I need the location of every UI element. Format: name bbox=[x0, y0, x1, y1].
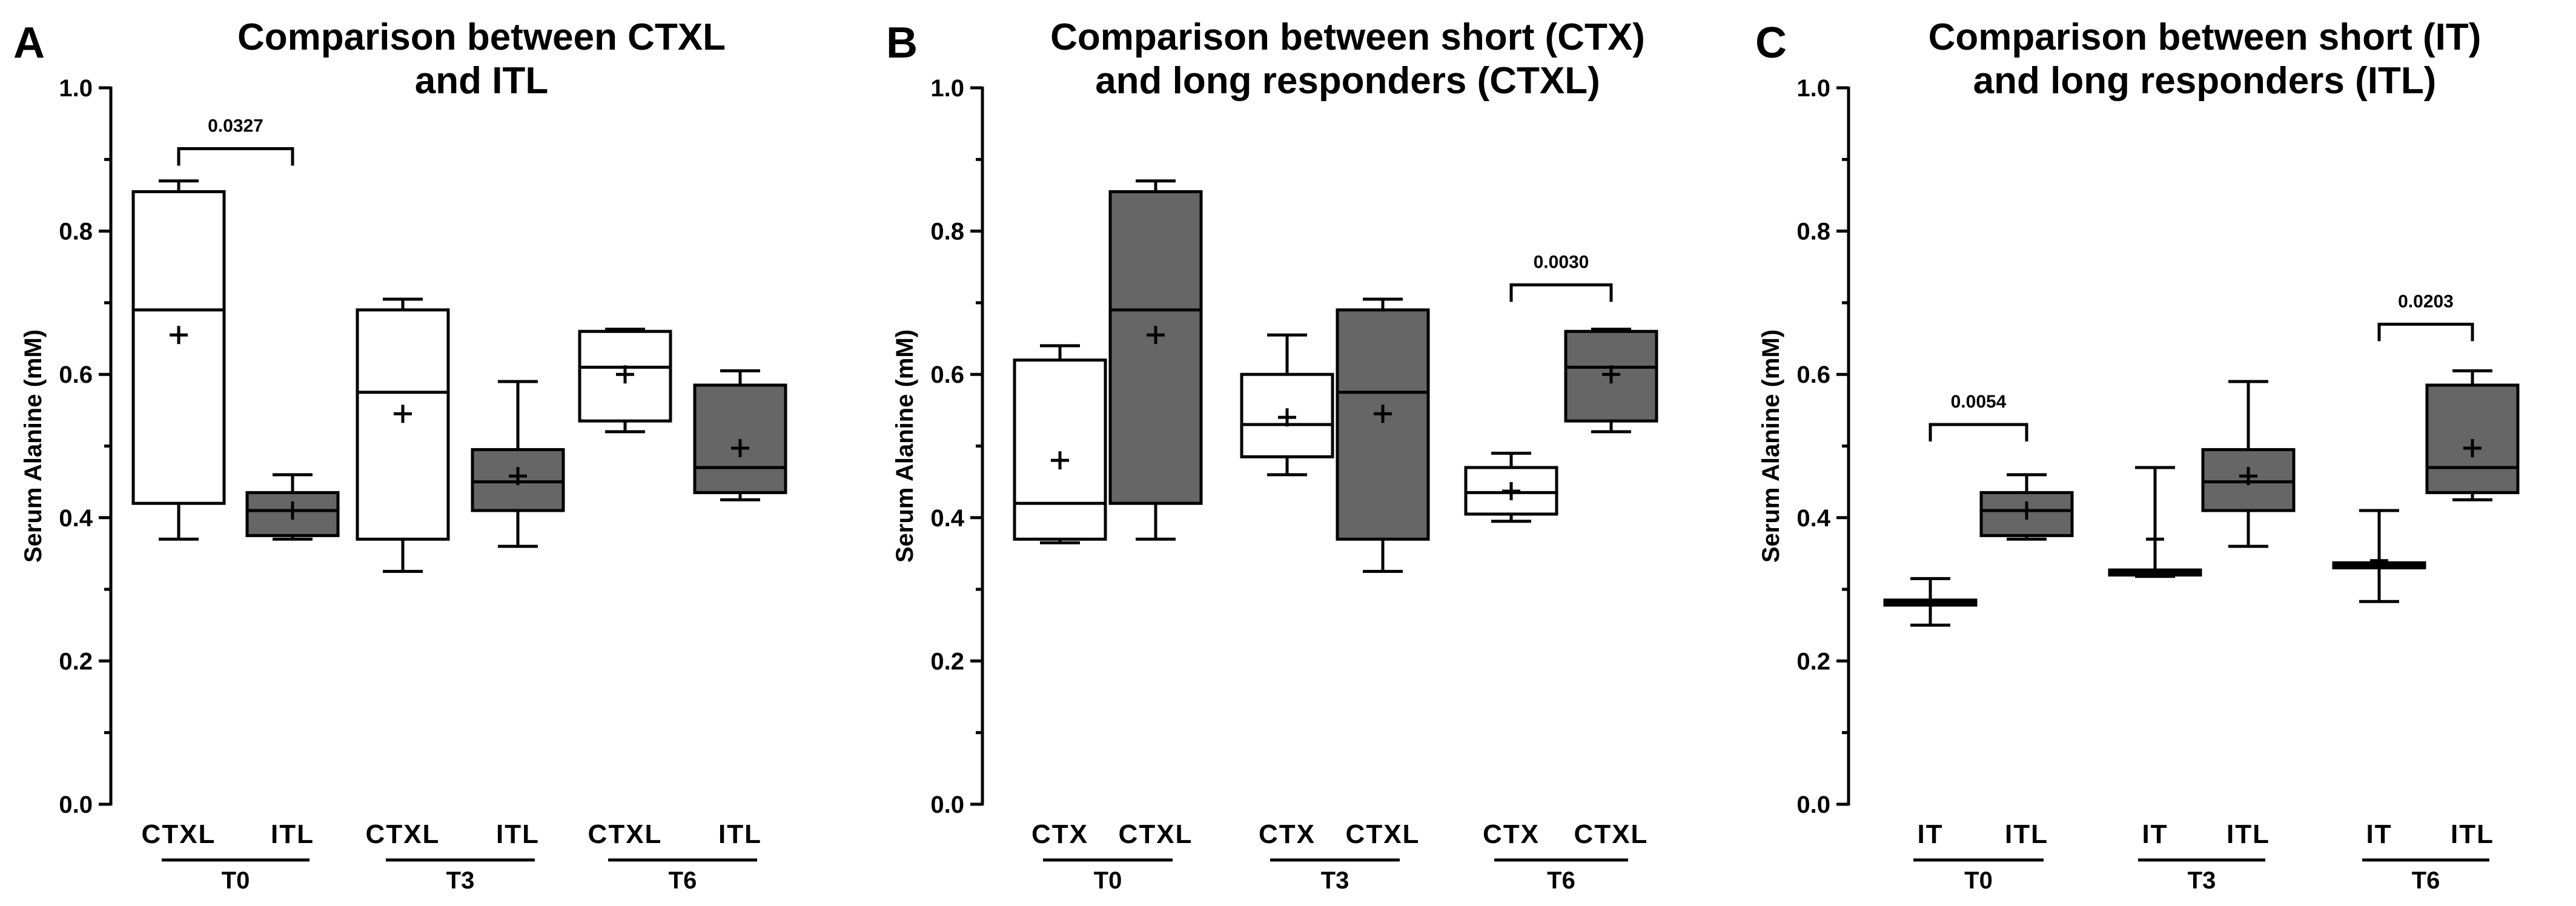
y-tick-label: 1.0 bbox=[930, 75, 964, 102]
y-tick-label: 0.2 bbox=[930, 648, 964, 675]
box-ctxl bbox=[131, 190, 226, 505]
x-category-label: ITL bbox=[496, 819, 540, 849]
x-category-label: CTXL bbox=[1574, 819, 1649, 849]
y-tick-label: 0.4 bbox=[930, 505, 964, 532]
chart-title-line: Comparison between short (IT) bbox=[1929, 16, 2482, 58]
group-label: T0 bbox=[1094, 867, 1122, 894]
p-value-label: 0.0203 bbox=[2398, 291, 2454, 311]
y-tick-label: 0.0 bbox=[59, 792, 93, 818]
chart-title-line: Comparison between CTXL bbox=[237, 16, 726, 58]
chart-title-line: Comparison between short (CTX) bbox=[1050, 16, 1645, 58]
x-category-label: ITL bbox=[718, 819, 762, 849]
x-category-label: CTXL bbox=[142, 819, 216, 849]
group-label: T0 bbox=[222, 867, 250, 894]
group-label: T3 bbox=[1321, 867, 1349, 894]
y-tick-label: 0.8 bbox=[1796, 219, 1830, 245]
y-tick-label: 0.8 bbox=[59, 219, 93, 245]
p-value-label: 0.0054 bbox=[1951, 392, 2007, 412]
y-axis-label: Serum Alanine (mM) bbox=[892, 329, 918, 563]
x-category-label: CTXL bbox=[1346, 819, 1420, 849]
y-axis-label: Serum Alanine (mM) bbox=[20, 329, 47, 563]
x-category-label: ITL bbox=[2451, 819, 2494, 849]
x-category-label: CTXL bbox=[366, 819, 440, 849]
y-tick-label: 1.0 bbox=[59, 75, 93, 102]
box-ctxl bbox=[1336, 308, 1430, 541]
y-tick-label: 0.2 bbox=[59, 648, 93, 675]
panel-label: C bbox=[1755, 19, 1787, 67]
x-category-label: CTX bbox=[1031, 819, 1088, 849]
y-tick-label: 0.0 bbox=[1796, 792, 1830, 818]
significance-bracket bbox=[177, 147, 294, 166]
group-label: T6 bbox=[2412, 867, 2440, 894]
y-tick-label: 0.8 bbox=[930, 219, 964, 245]
y-tick-label: 0.4 bbox=[59, 505, 93, 532]
box-ctxl bbox=[1108, 190, 1203, 505]
box-itl bbox=[693, 383, 787, 494]
x-category-label: ITL bbox=[2005, 819, 2048, 849]
chart-title-line: and long responders (ITL) bbox=[1973, 60, 2437, 102]
group-label: T6 bbox=[1547, 867, 1575, 894]
significance-bracket bbox=[1929, 423, 2028, 442]
y-tick-label: 1.0 bbox=[1796, 75, 1830, 102]
y-axis-label: Serum Alanine (mM) bbox=[1758, 329, 1784, 563]
y-tick-label: 0.6 bbox=[1796, 362, 1830, 388]
x-category-label: CTX bbox=[1259, 819, 1316, 849]
p-value-label: 0.0030 bbox=[1534, 252, 1589, 272]
x-category-label: IT bbox=[2366, 819, 2392, 849]
x-category-label: ITL bbox=[2227, 819, 2270, 849]
significance-bracket bbox=[2377, 322, 2474, 342]
box-itl bbox=[2201, 448, 2296, 512]
group-label: T6 bbox=[669, 867, 697, 894]
group-label: T3 bbox=[2188, 867, 2216, 894]
group-label: T0 bbox=[1964, 867, 1993, 894]
group-label: T3 bbox=[446, 867, 475, 894]
y-tick-label: 0.6 bbox=[59, 362, 93, 388]
box-itl bbox=[2425, 383, 2520, 494]
x-category-label: CTXL bbox=[1119, 819, 1193, 849]
y-tick-label: 0.0 bbox=[930, 792, 964, 818]
y-tick-label: 0.6 bbox=[930, 362, 964, 388]
panel-label: A bbox=[13, 19, 45, 67]
significance-bracket bbox=[1509, 283, 1613, 302]
box-itl bbox=[1979, 491, 2074, 537]
x-category-label: IT bbox=[1917, 819, 1943, 849]
box-ctxl bbox=[356, 308, 450, 541]
box-ctx bbox=[1013, 359, 1107, 541]
x-category-label: ITL bbox=[271, 819, 314, 849]
x-category-label: IT bbox=[2142, 819, 2168, 849]
chart-title-line: and ITL bbox=[415, 60, 548, 102]
y-tick-label: 0.4 bbox=[1796, 505, 1830, 532]
x-category-label: CTX bbox=[1483, 819, 1540, 849]
chart-title-line: and long responders (CTXL) bbox=[1095, 60, 1600, 102]
y-tick-label: 0.2 bbox=[1796, 648, 1830, 675]
x-category-label: CTXL bbox=[588, 819, 663, 849]
p-value-label: 0.0327 bbox=[208, 116, 263, 136]
panel-label: B bbox=[886, 19, 918, 67]
